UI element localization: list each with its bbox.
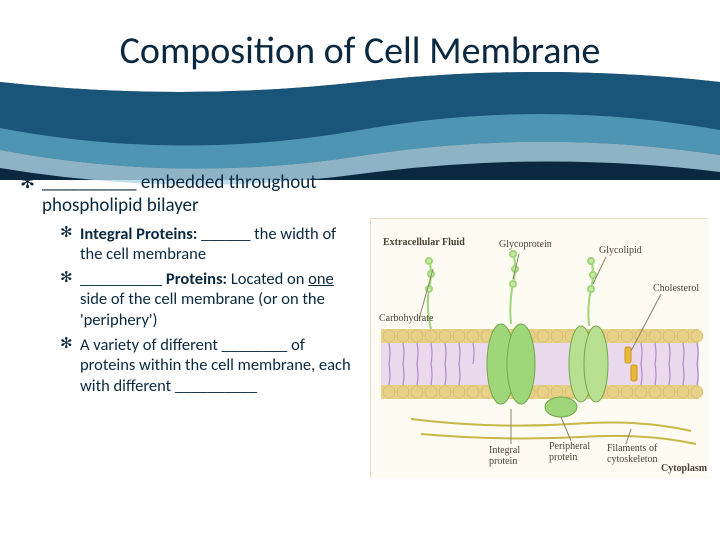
label-cytoplasm: Cytoplasm	[661, 463, 707, 474]
sub-bullet-text: __________ Proteins: Located on one side…	[80, 269, 360, 331]
star-icon: ✻	[60, 269, 80, 288]
label-integral: Integral protein	[489, 445, 529, 467]
main-bullet-text: __________ embedded throughout phospholi…	[42, 172, 360, 218]
label-extracellular: Extracellular Fluid	[383, 237, 465, 248]
label-glycolipid: Glycolipid	[599, 245, 642, 256]
star-icon: ✻	[60, 224, 80, 243]
diagram-svg	[371, 219, 709, 479]
label-filaments: Filaments of cytoskeleton	[607, 443, 669, 465]
membrane-diagram: Extracellular Fluid Glycoprotein Glycoli…	[370, 218, 708, 478]
label-peripheral: Peripheral protein	[549, 441, 599, 463]
sub-list: ✻ Integral Proteins: ______ the width of…	[60, 224, 360, 397]
star-icon: ✻	[60, 335, 80, 354]
sub-bullet: ✻ __________ Proteins: Located on one si…	[60, 269, 360, 331]
page-title: Composition of Cell Membrane	[0, 28, 720, 74]
sub-bullet-text: Integral Proteins: ______ the width of t…	[80, 224, 360, 265]
label-cholesterol: Cholesterol	[653, 283, 699, 294]
content-block: ✻ __________ embedded throughout phospho…	[20, 172, 360, 401]
sub-bullet-text: A variety of different ________ of prote…	[80, 335, 360, 397]
sub-bullet: ✻ A variety of different ________ of pro…	[60, 335, 360, 397]
star-icon: ✻	[20, 172, 42, 194]
label-carbohydrate: Carbohydrate	[379, 313, 433, 324]
main-bullet: ✻ __________ embedded throughout phospho…	[20, 172, 360, 218]
label-glycoprotein: Glycoprotein	[499, 239, 552, 250]
sub-bullet: ✻ Integral Proteins: ______ the width of…	[60, 224, 360, 265]
